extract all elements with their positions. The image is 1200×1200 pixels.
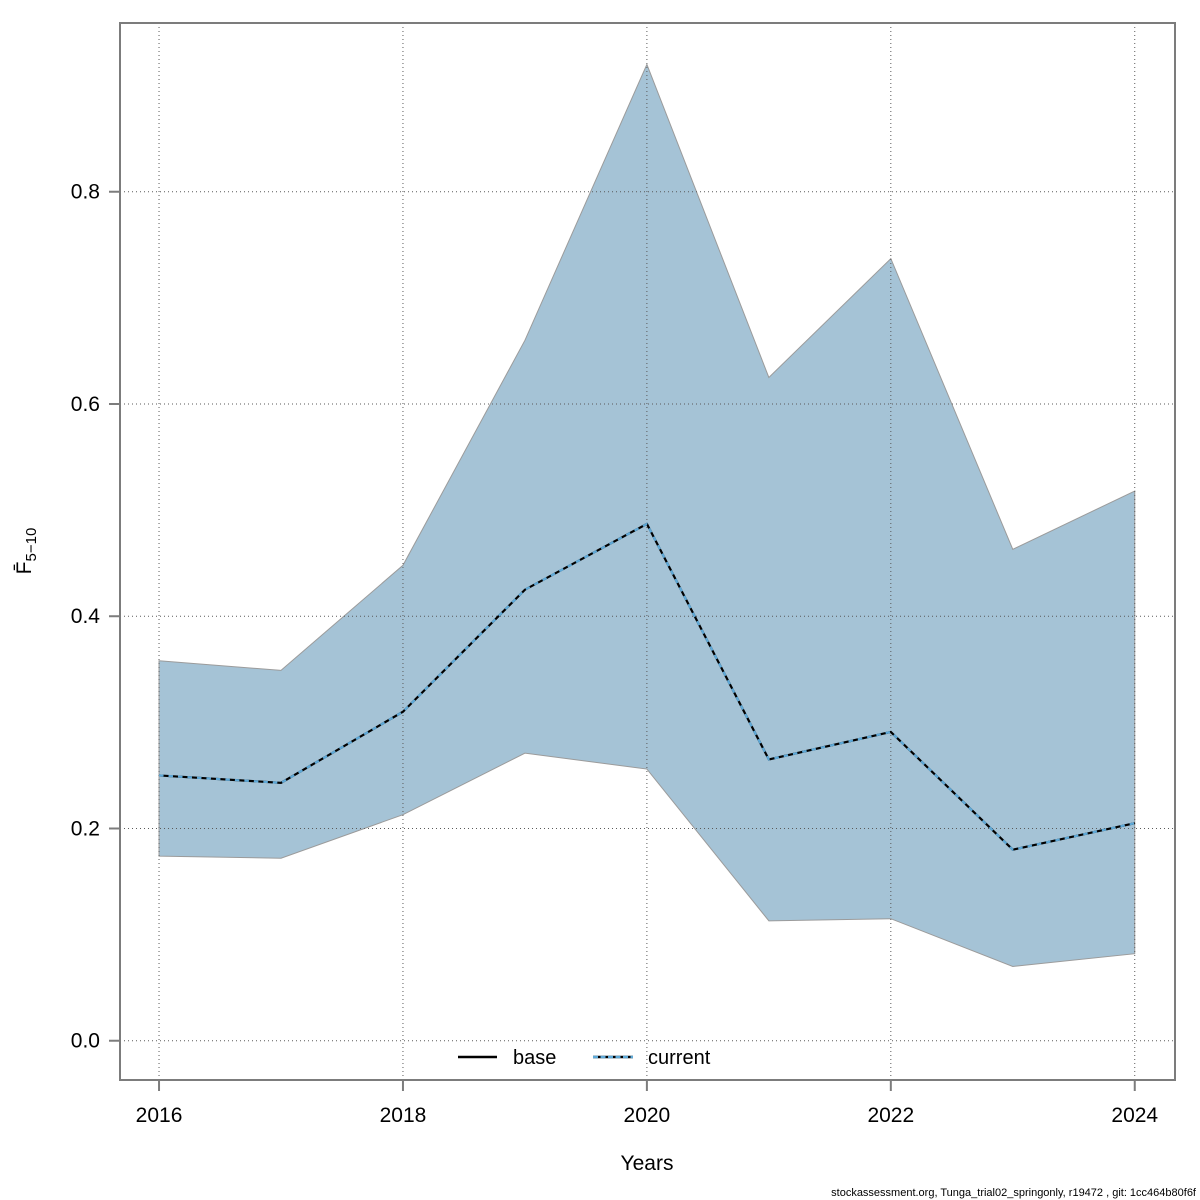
y-tick-label: 0.8 [71, 181, 100, 204]
y-tick-label: 0.6 [71, 393, 100, 416]
axis-ticks [109, 190, 1136, 1091]
x-axis-label: Years [621, 1152, 674, 1175]
x-tick-label: 2020 [624, 1104, 671, 1127]
y-axis-label: F̄5−10 [13, 528, 40, 575]
footer-attribution: stockassessment.org, Tunga_trial02_sprin… [831, 1187, 1197, 1199]
x-tick-label: 2018 [380, 1104, 427, 1127]
x-tick-label: 2016 [136, 1104, 183, 1127]
y-tick-label: 0.4 [71, 605, 101, 628]
gridlines [120, 23, 1175, 1080]
y-tick-label: 0.2 [71, 817, 100, 840]
x-tick-label: 2022 [867, 1104, 914, 1127]
x-tick-label: 2024 [1111, 1104, 1158, 1127]
legend: base current [458, 1047, 711, 1069]
y-axis-label-main: F̄ [13, 561, 36, 574]
legend-base-label: base [513, 1047, 556, 1069]
legend-current-label: current [648, 1047, 711, 1069]
y-axis-label-subscript: 5−10 [23, 528, 40, 562]
axis-tick-labels: 2016 2018 2020 2022 2024 0.0 0.2 0.4 0.6 0.8 [71, 181, 1159, 1127]
current-line [158, 522, 1135, 851]
y-tick-label: 0.0 [71, 1030, 100, 1053]
